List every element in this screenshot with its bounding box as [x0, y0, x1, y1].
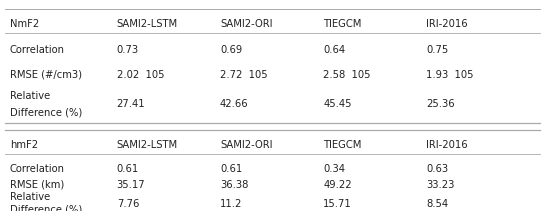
- Text: 2.02  105: 2.02 105: [117, 70, 164, 80]
- Text: 36.38: 36.38: [220, 180, 248, 190]
- Text: 25.36: 25.36: [426, 99, 455, 110]
- Text: IRI-2016: IRI-2016: [426, 139, 468, 150]
- Text: SAMI2-LSTM: SAMI2-LSTM: [117, 19, 178, 29]
- Text: 33.23: 33.23: [426, 180, 454, 190]
- Text: NmF2: NmF2: [10, 19, 39, 29]
- Text: 0.75: 0.75: [426, 45, 449, 55]
- Text: hmF2: hmF2: [10, 139, 38, 150]
- Text: 7.76: 7.76: [117, 199, 139, 209]
- Text: TIEGCM: TIEGCM: [323, 139, 362, 150]
- Text: 42.66: 42.66: [220, 99, 249, 110]
- Text: SAMI2-ORI: SAMI2-ORI: [220, 139, 273, 150]
- Text: 45.45: 45.45: [323, 99, 351, 110]
- Text: 15.71: 15.71: [323, 199, 352, 209]
- Text: 0.61: 0.61: [117, 164, 139, 174]
- Text: Relative: Relative: [10, 91, 50, 101]
- Text: 0.63: 0.63: [426, 164, 449, 174]
- Text: RMSE (km): RMSE (km): [10, 180, 64, 190]
- Text: Correlation: Correlation: [10, 164, 65, 174]
- Text: SAMI2-LSTM: SAMI2-LSTM: [117, 139, 178, 150]
- Text: 8.54: 8.54: [426, 199, 449, 209]
- Text: 2.58  105: 2.58 105: [323, 70, 370, 80]
- Text: IRI-2016: IRI-2016: [426, 19, 468, 29]
- Text: 49.22: 49.22: [323, 180, 352, 190]
- Text: 2.72  105: 2.72 105: [220, 70, 268, 80]
- Text: Difference (%): Difference (%): [10, 108, 82, 118]
- Text: Difference (%): Difference (%): [10, 205, 82, 211]
- Text: 0.64: 0.64: [323, 45, 345, 55]
- Text: 0.34: 0.34: [323, 164, 345, 174]
- Text: 1.93  105: 1.93 105: [426, 70, 473, 80]
- Text: Relative: Relative: [10, 192, 50, 202]
- Text: SAMI2-ORI: SAMI2-ORI: [220, 19, 273, 29]
- Text: 0.61: 0.61: [220, 164, 242, 174]
- Text: 35.17: 35.17: [117, 180, 146, 190]
- Text: 11.2: 11.2: [220, 199, 242, 209]
- Text: 0.69: 0.69: [220, 45, 242, 55]
- Text: 27.41: 27.41: [117, 99, 146, 110]
- Text: Correlation: Correlation: [10, 45, 65, 55]
- Text: TIEGCM: TIEGCM: [323, 19, 362, 29]
- Text: RMSE (#/cm3): RMSE (#/cm3): [10, 70, 82, 80]
- Text: 0.73: 0.73: [117, 45, 139, 55]
